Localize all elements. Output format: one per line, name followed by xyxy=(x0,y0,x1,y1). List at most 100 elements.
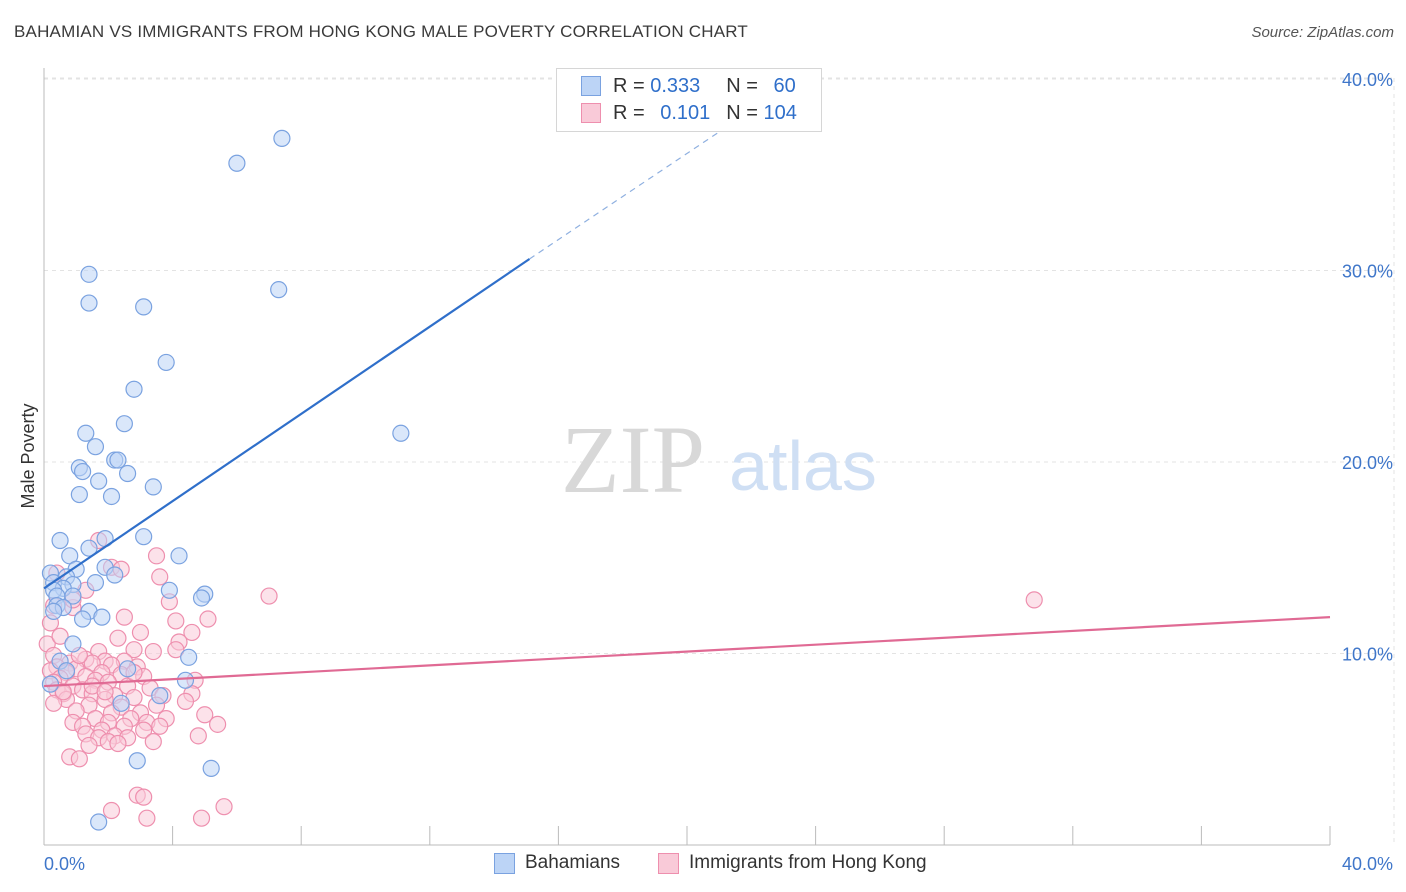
chart-source: Source: ZipAtlas.com xyxy=(1251,24,1394,41)
hong-kong-point xyxy=(70,750,88,768)
trend-lines xyxy=(43,120,1331,688)
hong-kong-point xyxy=(151,568,169,586)
hong-kong-point xyxy=(151,717,169,735)
legend-n-value-1: 60 xyxy=(773,74,796,97)
hong-kong-point xyxy=(109,734,127,753)
bahamian-trend-line xyxy=(43,258,531,590)
bahamian-point xyxy=(157,353,175,372)
bahamian-point xyxy=(125,380,143,398)
series-label-bahamians: Bahamians xyxy=(525,852,621,873)
y-tick-label: 10.0% xyxy=(1342,645,1393,665)
bahamian-point xyxy=(135,528,153,546)
bahamian-point xyxy=(228,154,246,172)
hong-kong-point xyxy=(209,715,227,733)
bahamian-point xyxy=(51,531,69,550)
hong-kong-point xyxy=(215,798,233,816)
correlation-legend: R = 0.333 N = 60 R = 0.101 N = 104 xyxy=(556,68,822,132)
bahamian-point xyxy=(170,547,188,565)
bahamian-point xyxy=(64,635,82,653)
hong-kong-point xyxy=(115,608,133,626)
bahamian-point xyxy=(151,687,169,705)
hong-kong-point xyxy=(51,627,69,645)
bahamian-point xyxy=(118,660,137,678)
bahamian-point xyxy=(135,298,153,316)
legend-n-label: N = xyxy=(726,74,758,97)
bahamian-point xyxy=(102,487,121,506)
bahamian-point xyxy=(64,587,82,605)
bahamian-point xyxy=(109,451,127,469)
bahamian-point xyxy=(176,671,195,689)
bahamian-point xyxy=(70,485,88,504)
legend-r-label: R = xyxy=(613,101,645,124)
legend-n-value-2: 104 xyxy=(763,101,797,124)
hong-kong-point xyxy=(1025,591,1043,609)
bahamian-point xyxy=(77,424,95,442)
bahamian-point xyxy=(45,602,63,620)
hong-kong-point xyxy=(54,683,72,701)
hong-kong-point xyxy=(109,629,127,647)
bahamian-point xyxy=(90,472,108,490)
bahamian-point xyxy=(270,281,288,299)
legend-n-label: N = xyxy=(726,101,758,124)
chart-title: BAHAMIAN VS IMMIGRANTS FROM HONG KONG MA… xyxy=(14,22,748,41)
hong-kong-point xyxy=(138,809,156,827)
y-tick-label: 40.0% xyxy=(1342,70,1393,90)
bahamian-point xyxy=(160,581,178,599)
hong-kong-point xyxy=(189,727,207,745)
bahamian-point xyxy=(86,574,105,592)
watermark-zip: ZIP xyxy=(561,406,705,513)
hong-kong-point xyxy=(176,692,195,710)
bahamian-point xyxy=(80,294,98,312)
hong-kong-point xyxy=(144,732,162,751)
bahamian-point xyxy=(106,566,124,584)
hong-kong-point xyxy=(125,641,143,659)
y-tick-label: 30.0% xyxy=(1342,262,1393,282)
bahamian-point xyxy=(86,438,105,456)
legend-swatch-pink xyxy=(581,103,601,123)
bahamian-point xyxy=(392,424,410,442)
hong-kong-point xyxy=(260,587,278,605)
bahamian-point xyxy=(41,675,60,693)
bahamian-point xyxy=(273,129,291,147)
bahamian-point xyxy=(128,752,146,770)
series-label-hong-kong: Immigrants from Hong Kong xyxy=(689,852,927,873)
hong-kong-point xyxy=(45,694,63,712)
x-tick-label-start: 0.0% xyxy=(44,854,85,874)
watermark: ZIP atlas xyxy=(561,406,877,513)
series-legend-bahamians[interactable]: Bahamians xyxy=(494,852,620,874)
hong-kong-point xyxy=(96,683,114,701)
x-tick-label-end: 40.0% xyxy=(1342,854,1393,874)
bahamian-point xyxy=(115,415,133,433)
hong-kong-point xyxy=(167,612,185,630)
bahamian-point xyxy=(73,462,92,481)
gridlines xyxy=(44,77,1395,845)
hong-kong-point xyxy=(199,610,217,628)
watermark-atlas: atlas xyxy=(729,427,877,505)
legend-row-hong-kong: R = 0.101 N = 104 xyxy=(581,100,797,126)
series-swatch-pink xyxy=(658,852,679,874)
legend-row-bahamians: R = 0.333 N = 60 xyxy=(581,73,796,99)
bahamian-point xyxy=(112,694,130,712)
hong-kong-point xyxy=(135,721,153,739)
hong-kong-point xyxy=(80,736,98,755)
bahamian-point xyxy=(192,589,211,607)
hong-kong-point xyxy=(167,641,185,659)
bahamian-point xyxy=(180,648,198,666)
bahamian-point xyxy=(118,464,137,483)
bahamian-point xyxy=(80,539,98,557)
legend-r-label: R = xyxy=(613,74,645,97)
hong-kong-point xyxy=(183,623,201,642)
bahamian-point xyxy=(73,610,92,628)
bahamian-point xyxy=(80,265,98,283)
legend-r-value-1: 0.333 xyxy=(650,74,701,97)
hong-kong-point xyxy=(102,801,121,820)
bahamian-point xyxy=(57,662,76,680)
y-tick-label: 20.0% xyxy=(1342,453,1393,473)
bahamian-point xyxy=(202,759,220,778)
bahamian-point xyxy=(90,813,108,831)
bahamian-point xyxy=(144,478,162,496)
hong-kong-trend-line xyxy=(43,616,1331,688)
series-legend-hong-kong[interactable]: Immigrants from Hong Kong xyxy=(658,852,927,874)
hong-kong-point xyxy=(131,623,150,642)
